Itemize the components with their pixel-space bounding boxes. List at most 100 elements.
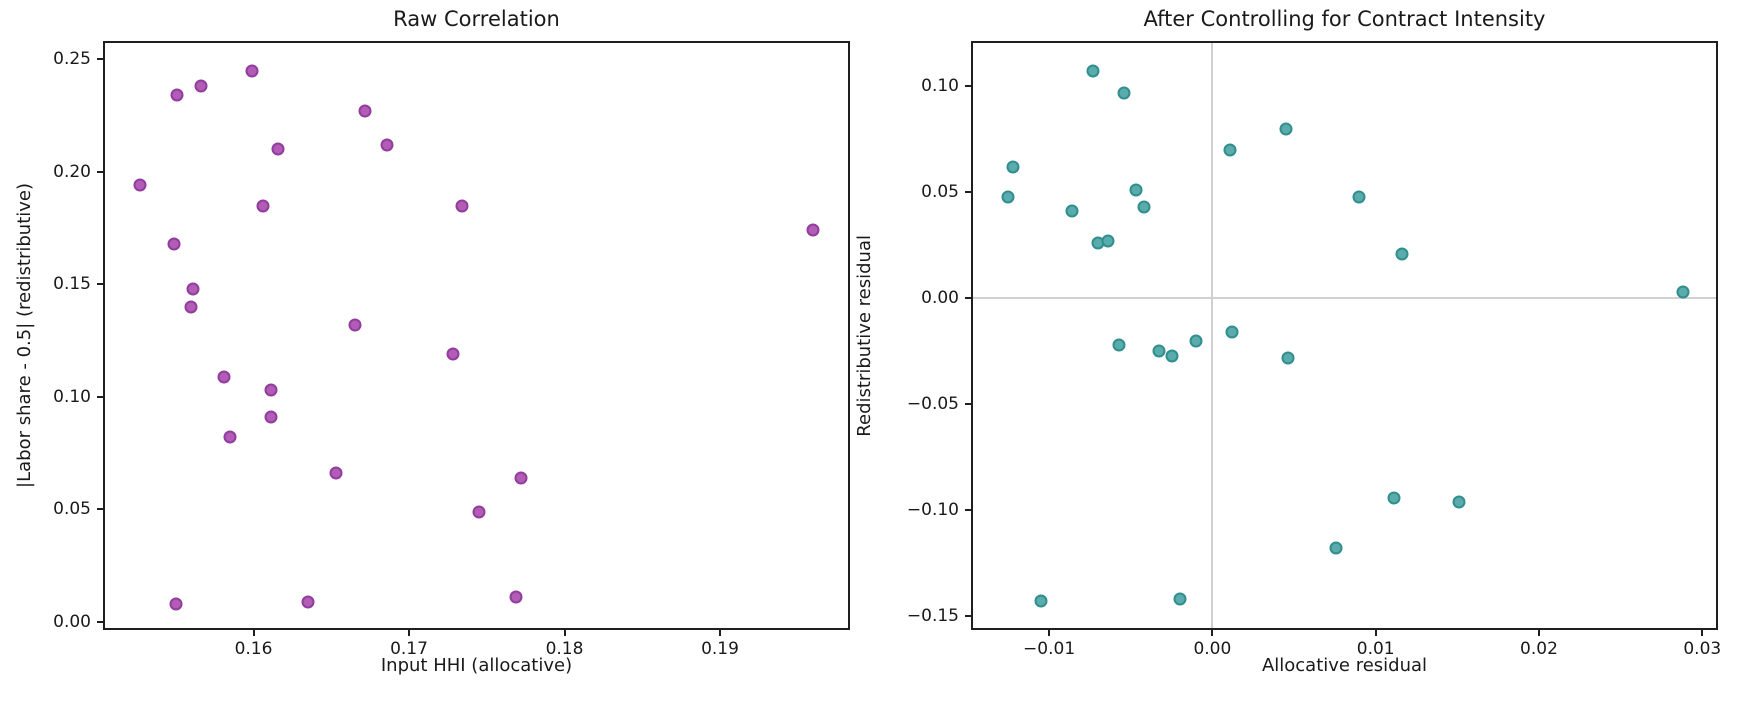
x-tick-label: 0.02 (1520, 639, 1558, 659)
scatter-point (514, 471, 528, 485)
scatter-point (170, 88, 184, 102)
x-tick-mark (1701, 630, 1704, 636)
y-tick-mark (97, 620, 103, 623)
y-tick-mark (965, 85, 971, 88)
y-tick-mark (97, 508, 103, 511)
y-tick-mark (965, 297, 971, 300)
scatter-point (472, 505, 486, 519)
scatter-point (380, 138, 394, 152)
y-tick-mark (97, 283, 103, 286)
y-tick-mark (965, 615, 971, 618)
y-tick-label: 0.00 (53, 611, 91, 632)
y-tick-label: 0.05 (921, 182, 959, 203)
plot-area-right: −0.01 0.00 0.01 0.02 0.03 0.10 0.05 0.00 −0.05 −0… (907, 41, 1721, 659)
scatter-point (1395, 247, 1409, 261)
zero-reference-vline (1211, 43, 1214, 628)
scatter-point (1165, 349, 1179, 363)
x-tick-label: 0.03 (1683, 639, 1722, 659)
scatter-point (806, 223, 820, 237)
y-axis-label-right: Redistributive residual (853, 234, 875, 437)
scatter-point (1352, 190, 1366, 203)
scatter-point (358, 104, 372, 118)
scatter-point (329, 466, 343, 480)
scatter-point (301, 595, 315, 609)
y-tick-label: 0.10 (53, 386, 91, 407)
scatter-point (1137, 200, 1151, 214)
scatter-point (455, 199, 469, 213)
scatter-point (186, 282, 200, 296)
x-tick-mark (563, 630, 566, 636)
plot-title-right: After Controlling for Contract Intensity (1143, 7, 1546, 31)
x-tick-mark (1537, 630, 1540, 636)
scatter-point (1117, 86, 1131, 100)
scatter-point (1112, 338, 1126, 352)
scatter-point (1006, 160, 1020, 174)
y-tick-mark (97, 170, 103, 173)
x-tick-label: 0.16 (234, 639, 273, 659)
scatter-point (1173, 592, 1187, 606)
scatter-point (509, 590, 523, 604)
scatter-point (194, 79, 208, 93)
scatter-point (1223, 143, 1237, 157)
y-tick-label: −0.10 (906, 500, 959, 521)
plot-area-left: 0.16 0.17 0.18 0.19 0.00 0.05 0.10 0.15 0.20 0.25 (53, 41, 850, 659)
x-tick-label: −0.01 (1023, 639, 1076, 659)
x-tick-mark (408, 630, 410, 636)
scatter-point (1086, 64, 1100, 78)
x-tick-label: 0.01 (1356, 639, 1395, 659)
x-tick-label: 0.00 (1193, 639, 1232, 659)
scatter-point (1281, 351, 1294, 365)
scatter-point (245, 64, 259, 78)
x-tick-mark (1374, 630, 1377, 636)
scatter-point (169, 597, 183, 611)
y-tick-label: 0.25 (53, 49, 91, 70)
scatter-point (256, 199, 270, 213)
y-tick-mark (97, 395, 103, 398)
x-tick-mark (252, 630, 255, 636)
x-axis-label-right: Allocative residual (1261, 655, 1428, 676)
scatter-point (1329, 541, 1343, 555)
scatter-point (1152, 344, 1165, 358)
scatter-point (1065, 204, 1079, 218)
y-tick-label: 0.10 (921, 76, 959, 97)
scatter-point (167, 237, 181, 251)
scatter-point (1001, 190, 1015, 203)
scatter-point (1452, 495, 1466, 509)
scatter-point (446, 347, 460, 361)
x-tick-label: 0.17 (390, 639, 428, 659)
scatter-point (223, 430, 237, 444)
y-tick-mark (965, 403, 971, 406)
scatter-point (1225, 325, 1239, 339)
scatter-point (271, 142, 285, 156)
plot-title-left: Raw Correlation (393, 7, 560, 31)
y-tick-label: 0.00 (921, 288, 959, 309)
scatter-point (184, 300, 198, 314)
y-tick-mark (97, 58, 103, 61)
x-tick-mark (719, 630, 722, 636)
scatter-point (1034, 594, 1048, 608)
x-tick-mark (1211, 630, 1214, 636)
x-axis-label-left: Input HHI (allocative) (380, 655, 573, 676)
zero-reference-hline (973, 297, 1716, 300)
y-tick-mark (965, 191, 971, 194)
scatter-point (1129, 183, 1143, 197)
scatter-point (217, 370, 231, 384)
y-tick-label: 0.20 (53, 161, 91, 182)
scatter-point (133, 178, 147, 192)
y-tick-label: 0.15 (53, 274, 91, 295)
x-tick-label: 0.19 (701, 639, 739, 659)
x-tick-mark (1048, 630, 1051, 636)
scatter-point (1676, 285, 1690, 299)
scatter-point (1387, 491, 1401, 505)
scatter-point (1189, 334, 1203, 348)
y-tick-label: −0.05 (906, 394, 959, 415)
scatter-point (264, 383, 278, 397)
scatter-point (1279, 122, 1293, 136)
scatter-point (264, 410, 278, 424)
y-tick-label: 0.05 (53, 499, 91, 520)
scatter-point (1101, 234, 1115, 248)
y-tick-label: −0.15 (906, 606, 959, 627)
y-tick-mark (965, 509, 971, 512)
x-tick-label: 0.18 (545, 639, 584, 659)
